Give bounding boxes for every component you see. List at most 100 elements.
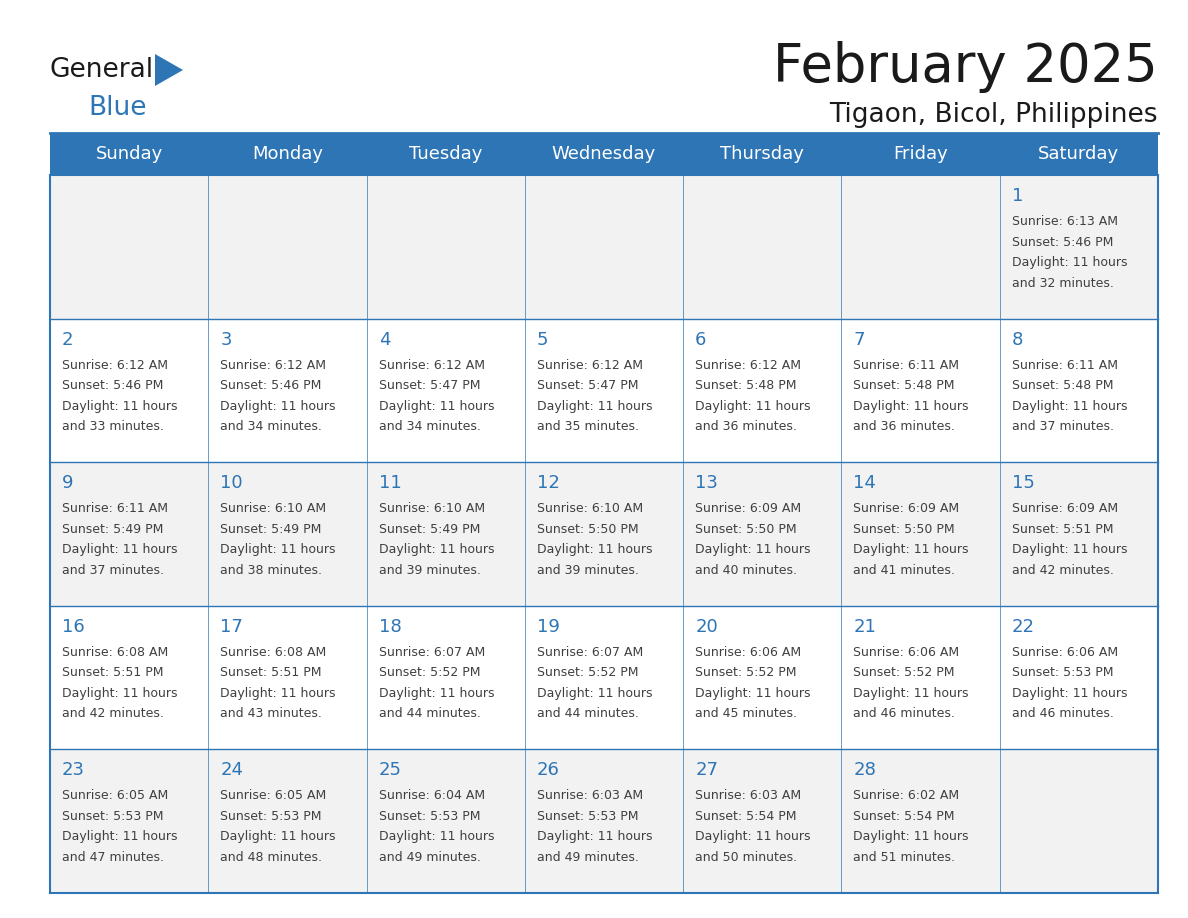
Text: Daylight: 11 hours: Daylight: 11 hours (1012, 256, 1127, 269)
Text: Sunrise: 6:09 AM: Sunrise: 6:09 AM (695, 502, 801, 515)
Text: Sunrise: 6:07 AM: Sunrise: 6:07 AM (379, 645, 485, 659)
Polygon shape (841, 319, 1000, 462)
Text: Daylight: 11 hours: Daylight: 11 hours (379, 831, 494, 844)
Text: Sunset: 5:48 PM: Sunset: 5:48 PM (853, 379, 955, 392)
Text: 2: 2 (62, 330, 74, 349)
Text: Sunset: 5:53 PM: Sunset: 5:53 PM (537, 810, 638, 823)
Text: and 40 minutes.: and 40 minutes. (695, 564, 797, 577)
Text: Daylight: 11 hours: Daylight: 11 hours (1012, 399, 1127, 412)
Text: and 48 minutes.: and 48 minutes. (220, 851, 322, 864)
Text: 10: 10 (220, 475, 242, 492)
Polygon shape (841, 606, 1000, 749)
Polygon shape (1000, 749, 1158, 893)
Text: and 47 minutes.: and 47 minutes. (62, 851, 164, 864)
Polygon shape (154, 54, 183, 86)
Text: 24: 24 (220, 761, 244, 779)
Polygon shape (208, 462, 367, 606)
Text: Sunset: 5:52 PM: Sunset: 5:52 PM (537, 666, 638, 679)
Text: and 44 minutes.: and 44 minutes. (537, 707, 639, 721)
Text: Daylight: 11 hours: Daylight: 11 hours (695, 687, 810, 700)
Text: Sunrise: 6:08 AM: Sunrise: 6:08 AM (62, 645, 169, 659)
Text: and 36 minutes.: and 36 minutes. (695, 420, 797, 433)
Polygon shape (50, 133, 1158, 175)
Text: Daylight: 11 hours: Daylight: 11 hours (62, 543, 177, 556)
Text: 4: 4 (379, 330, 390, 349)
Text: 27: 27 (695, 761, 718, 779)
Text: Sunset: 5:53 PM: Sunset: 5:53 PM (379, 810, 480, 823)
Text: 9: 9 (62, 475, 74, 492)
Polygon shape (841, 462, 1000, 606)
Text: 12: 12 (537, 475, 560, 492)
Text: Sunset: 5:46 PM: Sunset: 5:46 PM (62, 379, 164, 392)
Text: and 51 minutes.: and 51 minutes. (853, 851, 955, 864)
Text: 8: 8 (1012, 330, 1023, 349)
Text: 17: 17 (220, 618, 244, 636)
Text: 7: 7 (853, 330, 865, 349)
Polygon shape (208, 319, 367, 462)
Text: Daylight: 11 hours: Daylight: 11 hours (853, 687, 969, 700)
Polygon shape (525, 749, 683, 893)
Polygon shape (367, 319, 525, 462)
Text: Sunset: 5:52 PM: Sunset: 5:52 PM (853, 666, 955, 679)
Polygon shape (50, 462, 208, 606)
Polygon shape (50, 319, 208, 462)
Polygon shape (50, 175, 208, 319)
Text: 16: 16 (62, 618, 84, 636)
Text: 13: 13 (695, 475, 718, 492)
Text: Sunrise: 6:03 AM: Sunrise: 6:03 AM (695, 789, 801, 802)
Text: and 33 minutes.: and 33 minutes. (62, 420, 164, 433)
Text: and 41 minutes.: and 41 minutes. (853, 564, 955, 577)
Text: Sunset: 5:52 PM: Sunset: 5:52 PM (379, 666, 480, 679)
Text: and 36 minutes.: and 36 minutes. (853, 420, 955, 433)
Text: Blue: Blue (88, 95, 146, 121)
Text: Daylight: 11 hours: Daylight: 11 hours (220, 831, 336, 844)
Text: Sunset: 5:48 PM: Sunset: 5:48 PM (1012, 379, 1113, 392)
Text: Sunrise: 6:11 AM: Sunrise: 6:11 AM (1012, 359, 1118, 372)
Text: 19: 19 (537, 618, 560, 636)
Text: Sunset: 5:51 PM: Sunset: 5:51 PM (1012, 522, 1113, 536)
Text: Daylight: 11 hours: Daylight: 11 hours (853, 831, 969, 844)
Text: and 37 minutes.: and 37 minutes. (1012, 420, 1113, 433)
Text: Sunrise: 6:12 AM: Sunrise: 6:12 AM (62, 359, 168, 372)
Polygon shape (683, 749, 841, 893)
Text: Daylight: 11 hours: Daylight: 11 hours (379, 687, 494, 700)
Text: and 34 minutes.: and 34 minutes. (220, 420, 322, 433)
Text: Daylight: 11 hours: Daylight: 11 hours (537, 687, 652, 700)
Text: and 46 minutes.: and 46 minutes. (853, 707, 955, 721)
Text: Sunset: 5:48 PM: Sunset: 5:48 PM (695, 379, 797, 392)
Text: Sunrise: 6:12 AM: Sunrise: 6:12 AM (379, 359, 485, 372)
Text: 21: 21 (853, 618, 877, 636)
Polygon shape (208, 606, 367, 749)
Text: Sunrise: 6:09 AM: Sunrise: 6:09 AM (853, 502, 960, 515)
Text: and 39 minutes.: and 39 minutes. (537, 564, 639, 577)
Text: Sunrise: 6:03 AM: Sunrise: 6:03 AM (537, 789, 643, 802)
Text: Daylight: 11 hours: Daylight: 11 hours (695, 399, 810, 412)
Text: and 46 minutes.: and 46 minutes. (1012, 707, 1113, 721)
Text: and 39 minutes.: and 39 minutes. (379, 564, 480, 577)
Polygon shape (525, 319, 683, 462)
Text: 1: 1 (1012, 187, 1023, 205)
Polygon shape (50, 749, 208, 893)
Polygon shape (367, 462, 525, 606)
Text: Sunday: Sunday (95, 145, 163, 163)
Polygon shape (367, 749, 525, 893)
Text: Daylight: 11 hours: Daylight: 11 hours (379, 543, 494, 556)
Text: Sunrise: 6:13 AM: Sunrise: 6:13 AM (1012, 215, 1118, 228)
Text: Sunset: 5:54 PM: Sunset: 5:54 PM (853, 810, 955, 823)
Text: 28: 28 (853, 761, 877, 779)
Text: Sunset: 5:53 PM: Sunset: 5:53 PM (62, 810, 164, 823)
Text: Daylight: 11 hours: Daylight: 11 hours (537, 831, 652, 844)
Text: and 50 minutes.: and 50 minutes. (695, 851, 797, 864)
Text: Sunset: 5:53 PM: Sunset: 5:53 PM (1012, 666, 1113, 679)
Polygon shape (683, 319, 841, 462)
Polygon shape (525, 175, 683, 319)
Text: and 49 minutes.: and 49 minutes. (537, 851, 639, 864)
Text: Sunrise: 6:06 AM: Sunrise: 6:06 AM (853, 645, 960, 659)
Polygon shape (683, 175, 841, 319)
Text: Sunrise: 6:10 AM: Sunrise: 6:10 AM (537, 502, 643, 515)
Text: Sunrise: 6:12 AM: Sunrise: 6:12 AM (695, 359, 801, 372)
Text: Sunrise: 6:12 AM: Sunrise: 6:12 AM (537, 359, 643, 372)
Text: Sunrise: 6:11 AM: Sunrise: 6:11 AM (853, 359, 960, 372)
Text: 11: 11 (379, 475, 402, 492)
Text: Daylight: 11 hours: Daylight: 11 hours (853, 543, 969, 556)
